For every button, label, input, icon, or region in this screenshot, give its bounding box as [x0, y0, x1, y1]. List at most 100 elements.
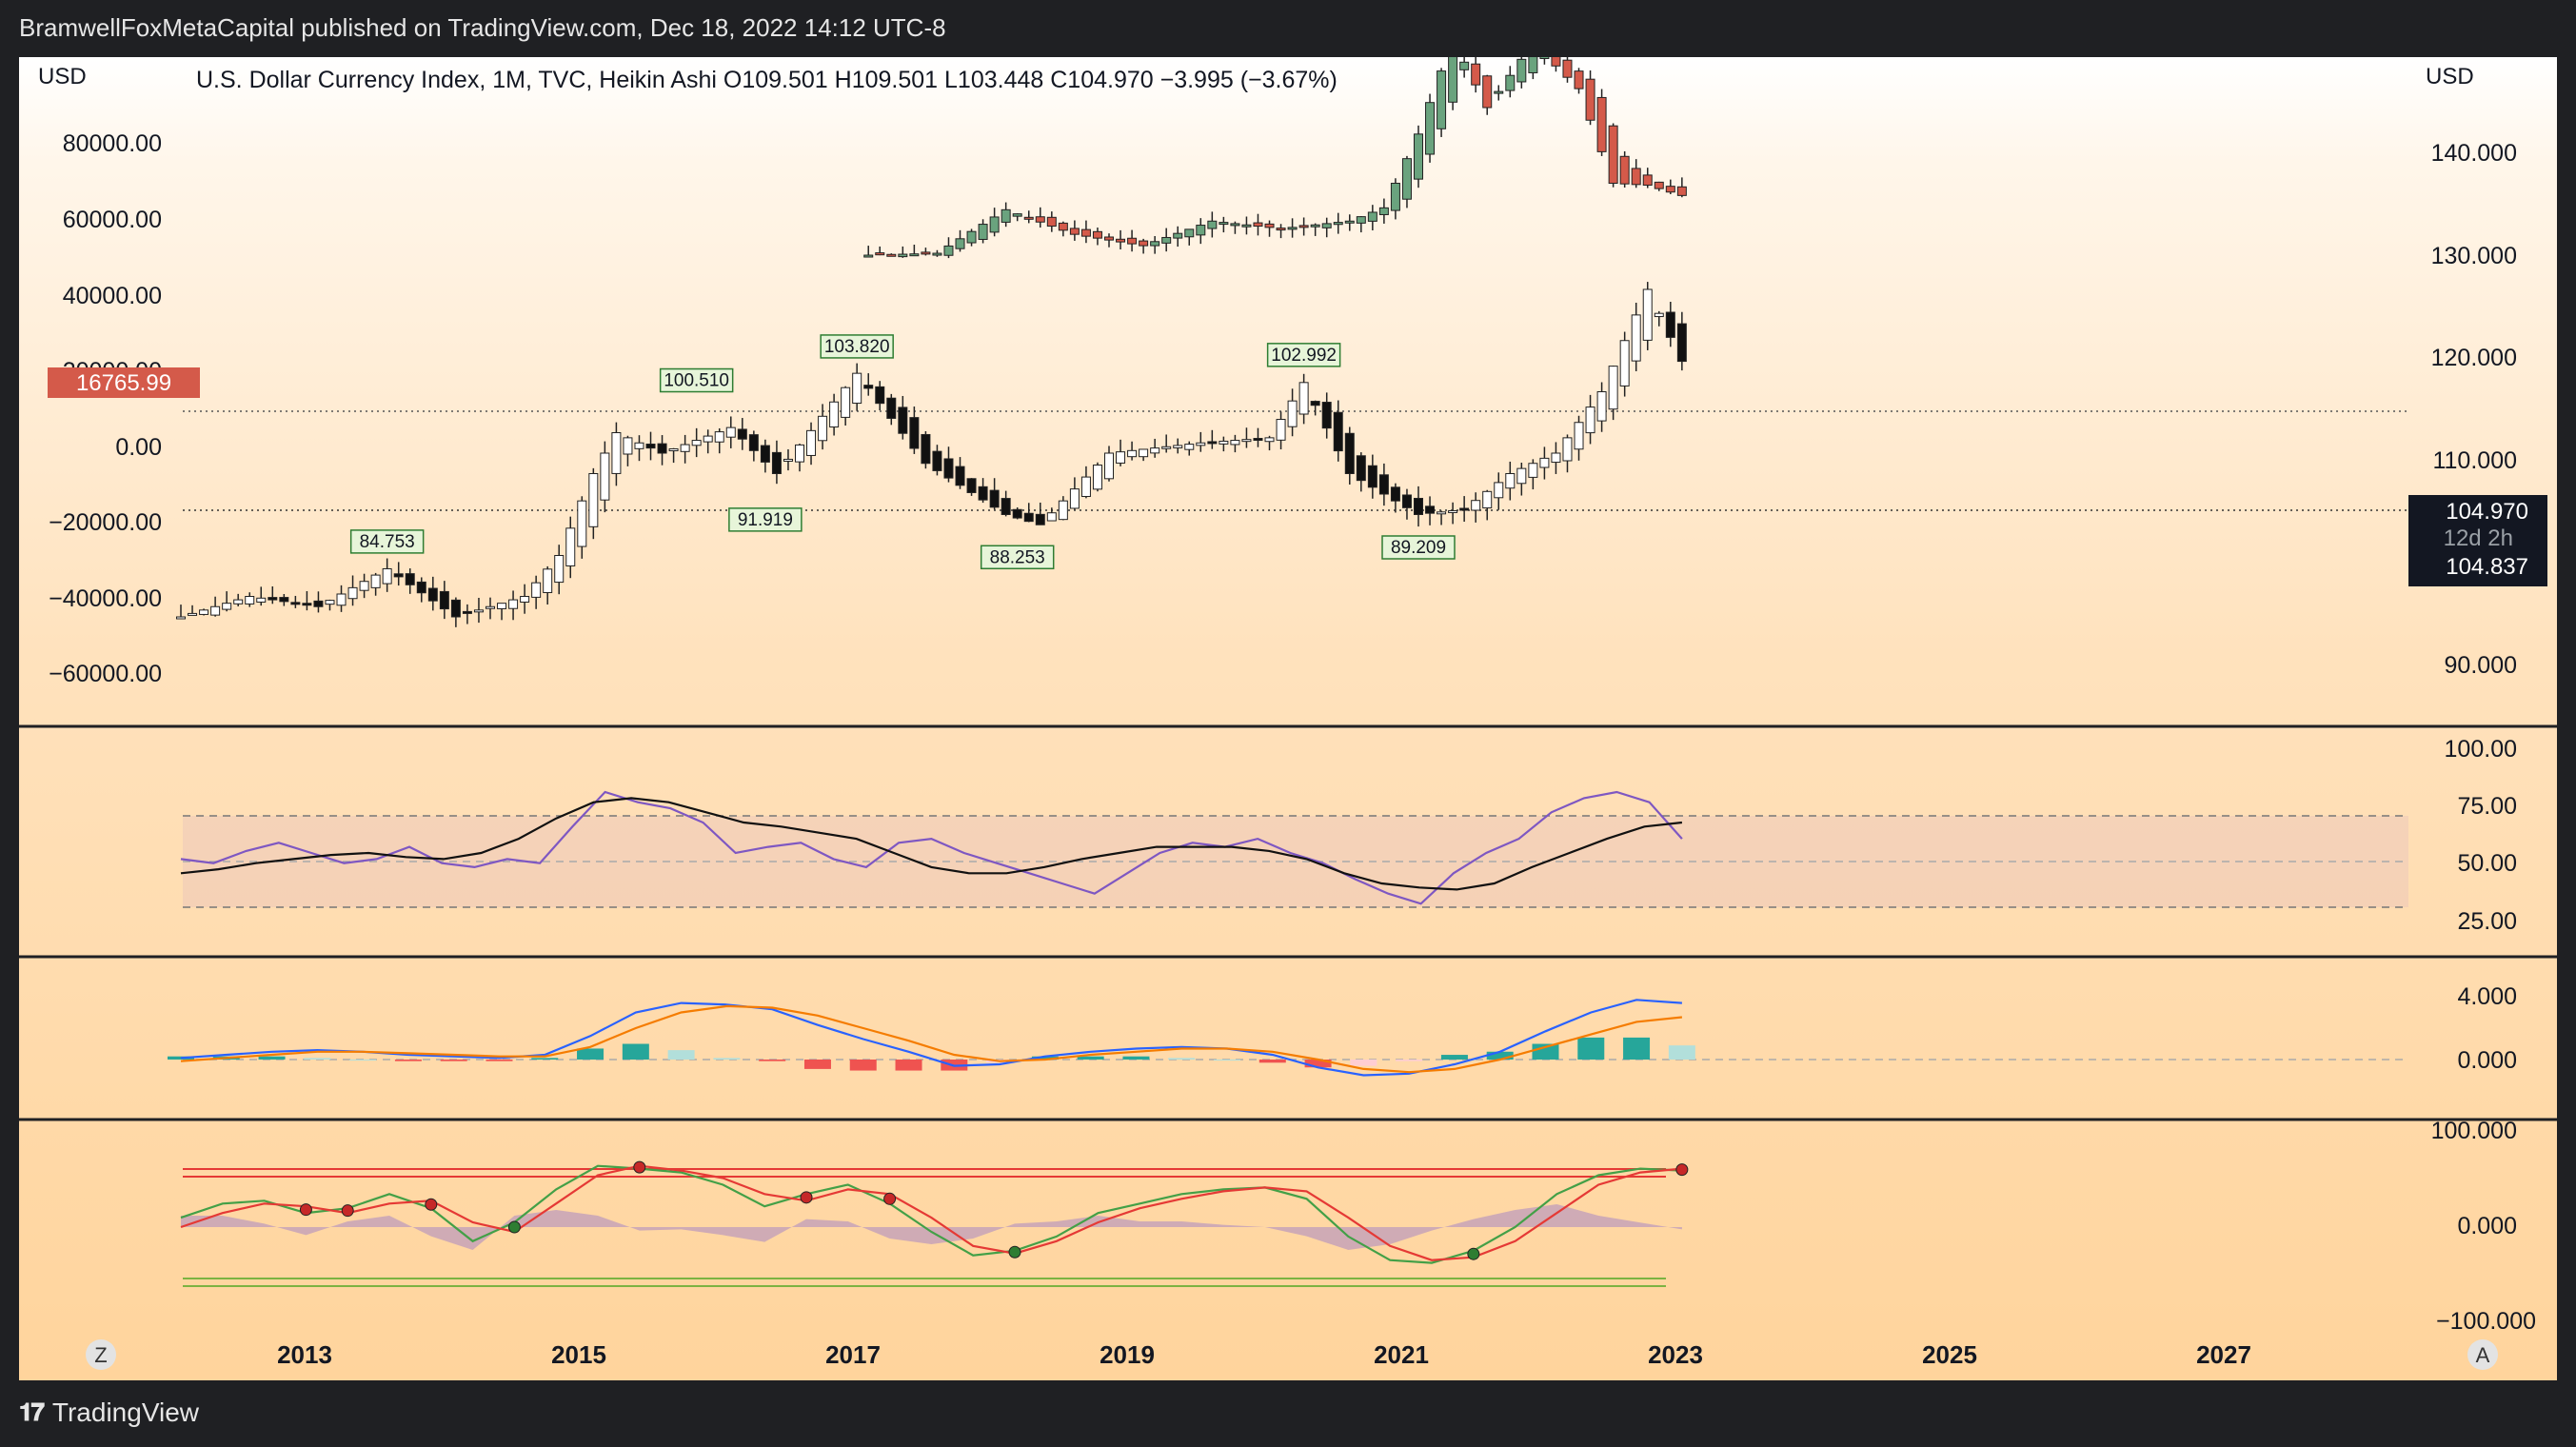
overlay-candle: [1161, 236, 1172, 244]
dxy-candle: [565, 527, 576, 566]
dxy-candle: [657, 443, 667, 454]
overlay-candle: [1321, 223, 1332, 228]
macd-histogram-bar: [713, 1058, 741, 1060]
right-price-tag-sub: 104.837: [2446, 554, 2528, 580]
overlay-candle: [1356, 216, 1366, 224]
rsi-pane: [180, 790, 1683, 905]
dxy-candle: [703, 435, 713, 443]
overlay-candle: [1596, 96, 1607, 152]
dxy-candle: [818, 415, 828, 442]
overlay-candle: [1127, 237, 1138, 245]
macd-histogram-bar: [622, 1043, 649, 1060]
dxy-candle: [1367, 465, 1377, 488]
overlay-candle: [943, 245, 954, 256]
dxy-candle: [1414, 497, 1423, 515]
overlay-candle: [898, 253, 908, 258]
chart-area[interactable]: USD U.S. Dollar Currency Index, 1M, TVC,…: [19, 57, 2557, 1380]
dxy-candle: [1619, 340, 1630, 387]
rsi-axis-label: 75.00: [2457, 793, 2517, 820]
dxy-candle: [176, 616, 186, 620]
osc-cross-dot: [425, 1198, 438, 1211]
time-label: 2015: [551, 1340, 606, 1369]
overlay-candle: [1230, 223, 1240, 227]
dxy-candle: [852, 372, 862, 405]
overlay-candle: [1264, 223, 1275, 228]
price-callout: 102.992: [1271, 346, 1337, 366]
dxy-candle: [256, 597, 267, 603]
overlay-candle: [1378, 207, 1389, 215]
left-axis-label: 0.00: [115, 434, 162, 461]
dxy-candle: [1448, 509, 1458, 513]
overlay-candle: [1414, 133, 1423, 180]
price-callout: 89.209: [1391, 538, 1446, 558]
dxy-candle: [1139, 448, 1149, 458]
osc-cross-dot: [883, 1192, 897, 1205]
price-callout-box: [349, 529, 425, 554]
overlay-candle: [1551, 57, 1561, 67]
dxy-candle: [1046, 512, 1057, 522]
dxy-candle: [1344, 432, 1355, 474]
dxy-candle: [863, 385, 874, 389]
scale-lock-label: Z: [94, 1343, 107, 1367]
rsi-axis-label: 50.00: [2457, 850, 2517, 877]
dxy-candle: [520, 596, 530, 603]
tradingview-logo[interactable]: 𝟏𝟕 TradingView: [19, 1397, 199, 1428]
tradingview-brand: TradingView: [51, 1397, 200, 1427]
macd-histogram-bar: [1668, 1045, 1695, 1060]
macd-histogram-bar: [895, 1060, 922, 1071]
rsi-axis-label: 100.00: [2445, 736, 2517, 763]
time-label: 2027: [2196, 1340, 2251, 1369]
symbol-line: U.S. Dollar Currency Index, 1M, TVC, Hei…: [196, 67, 1338, 93]
publisher-bar: BramwellFoxMetaCapital published on Trad…: [0, 0, 2576, 59]
dxy-candle: [188, 612, 198, 616]
dxy-candle: [554, 555, 565, 584]
overlay-candle: [909, 253, 920, 257]
dxy-candle: [841, 387, 851, 418]
macd-line-0: [180, 999, 1682, 1077]
overlay-candle: [1654, 181, 1664, 189]
dxy-candle: [405, 573, 415, 585]
price-callout-box: [1266, 343, 1341, 367]
right-axis-label: 110.000: [2432, 447, 2517, 474]
dxy-candle: [1378, 474, 1389, 495]
dxy-candle: [1104, 452, 1114, 480]
osc-line-0: [180, 1164, 1682, 1264]
dxy-candle: [668, 448, 679, 452]
rsi-axis-label: 25.00: [2457, 908, 2517, 935]
dxy-candle: [1631, 314, 1641, 362]
auto-scale-button[interactable]: [2467, 1339, 2498, 1370]
chart-svg[interactable]: USD U.S. Dollar Currency Index, 1M, TVC,…: [19, 57, 2557, 1380]
osc-cross-dot: [341, 1204, 354, 1218]
overlay-candle: [1390, 183, 1400, 211]
dxy-candle: [1241, 439, 1252, 443]
price-callout-box: [728, 507, 803, 532]
dxy-candle: [485, 605, 495, 609]
dxy-candle: [783, 458, 793, 462]
dxy-candle: [921, 433, 931, 465]
scale-lock-button[interactable]: [86, 1339, 116, 1370]
osc-axis-label: 0.000: [2457, 1213, 2517, 1239]
dxy-candle: [370, 574, 381, 588]
dxy-candle: [932, 450, 942, 471]
dxy-candle: [1173, 445, 1183, 448]
osc-axis-label: −100.000: [2436, 1308, 2536, 1335]
dxy-candle: [1161, 446, 1172, 449]
overlay-candle: [1241, 224, 1252, 228]
dxy-candle: [497, 603, 507, 609]
overlay-candle: [863, 254, 874, 258]
dxy-candle: [1608, 366, 1618, 410]
macd-pane: [168, 999, 1695, 1077]
overlay-candle: [1505, 74, 1516, 91]
dxy-candle: [875, 386, 885, 405]
dxy-candle: [806, 429, 817, 456]
dxy-candle: [1321, 402, 1332, 429]
dxy-candle: [531, 582, 542, 598]
overlay-candle: [1665, 186, 1675, 193]
overlay-candle: [1139, 240, 1149, 247]
macd-histogram-bar: [1486, 1051, 1514, 1060]
dxy-candle: [1092, 465, 1102, 490]
macd-histogram-bar: [1168, 1058, 1196, 1060]
price-callout: 91.919: [738, 510, 793, 530]
macd-histogram-bar: [759, 1060, 786, 1061]
dxy-candle: [680, 444, 690, 452]
